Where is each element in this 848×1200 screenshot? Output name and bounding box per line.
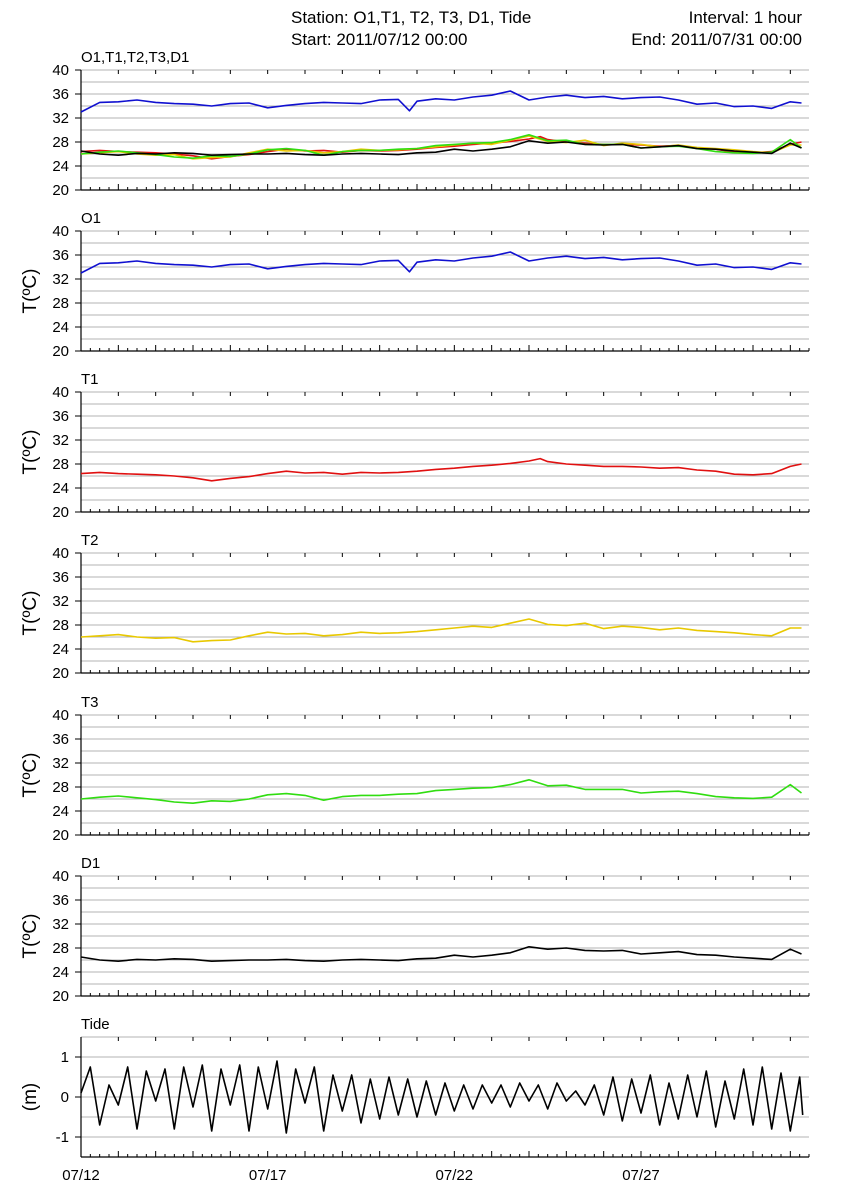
y-axis-label: T(ºC) [20, 914, 41, 959]
panel-t2: 20 24 28 32 36 40 T2 T(ºC) [20, 532, 810, 682]
panel-title: T1 [81, 371, 99, 388]
y-tick-label: 40 [52, 62, 69, 79]
y-tick-label: 40 [52, 545, 69, 562]
y-axis-label: (m) [20, 1083, 41, 1111]
series-line [80, 618, 802, 643]
y-tick-label: 28 [52, 295, 69, 312]
y-tick-label: 32 [52, 593, 69, 610]
y-tick-label: 28 [52, 940, 69, 957]
header-end: End: 2011/07/31 00:00 [631, 30, 802, 49]
series-line [80, 140, 802, 156]
y-tick-label: -1 [56, 1129, 69, 1146]
y-tick-label: 36 [52, 731, 69, 748]
header-station: Station: O1,T1, T2, T3, D1, Tide [291, 8, 532, 27]
y-tick-label: 20 [52, 665, 69, 682]
series-line [80, 1060, 804, 1134]
y-tick-label: 36 [52, 247, 69, 264]
y-axis-label: T(ºC) [20, 591, 41, 636]
panel-title: O1 [81, 210, 101, 227]
y-tick-label: 36 [52, 892, 69, 909]
panel-tide: -1 0 1 Tide (m) 07/12 07/17 07/22 07/27 [20, 1016, 810, 1184]
panel-t1: 20 24 28 32 36 40 T1 T(ºC) [20, 371, 810, 521]
panel-o1: 20 24 28 32 36 40 O1 T(ºC) [20, 210, 810, 360]
y-tick-label: 28 [52, 456, 69, 473]
series-line [80, 251, 802, 274]
y-tick-label: 40 [52, 868, 69, 885]
x-tick-label: 07/27 [622, 1167, 660, 1184]
x-tick-label: 07/22 [436, 1167, 474, 1184]
x-tick-label: 07/17 [249, 1167, 287, 1184]
y-tick-label: 36 [52, 569, 69, 586]
series-line [80, 457, 802, 482]
series-line [80, 135, 802, 160]
panel-title: T2 [81, 532, 99, 549]
y-tick-label: 28 [52, 134, 69, 151]
x-tick-label: 07/12 [62, 1167, 100, 1184]
panel-t3: 20 24 28 32 36 40 T3 T(ºC) [20, 694, 810, 844]
y-tick-label: 20 [52, 827, 69, 844]
y-tick-label: 40 [52, 707, 69, 724]
panel-title: Tide [81, 1016, 110, 1033]
y-tick-label: 24 [52, 480, 69, 497]
header-interval: Interval: 1 hour [688, 8, 802, 27]
panel-title: D1 [81, 855, 100, 872]
y-tick-label: 36 [52, 408, 69, 425]
y-tick-label: 40 [52, 223, 69, 240]
y-tick-label: 32 [52, 755, 69, 772]
y-tick-label: 32 [52, 271, 69, 288]
header-start: Start: 2011/07/12 00:00 [291, 30, 468, 49]
y-tick-label: 28 [52, 617, 69, 634]
y-tick-label: 24 [52, 803, 69, 820]
y-axis-label: T(ºC) [20, 430, 41, 475]
y-tick-label: 20 [52, 988, 69, 1005]
y-tick-label: 32 [52, 916, 69, 933]
panel-d1: 20 24 28 32 36 40 D1 T(ºC) [20, 855, 810, 1005]
y-tick-label: 32 [52, 432, 69, 449]
y-tick-label: 20 [52, 182, 69, 199]
panel-title: O1,T1,T2,T3,D1 [81, 49, 189, 66]
series-line [80, 778, 802, 805]
series-line [80, 945, 802, 963]
y-axis-label: T(ºC) [20, 269, 41, 314]
y-tick-label: 24 [52, 964, 69, 981]
y-tick-label: 20 [52, 504, 69, 521]
y-tick-label: 24 [52, 158, 69, 175]
y-tick-label: 0 [61, 1089, 69, 1106]
series-line [80, 90, 802, 113]
y-tick-label: 20 [52, 343, 69, 360]
y-tick-label: 24 [52, 641, 69, 658]
y-tick-label: 1 [61, 1049, 69, 1066]
y-tick-label: 36 [52, 86, 69, 103]
panel-o1-t1-t2-t3-d1: 20 24 28 32 36 40 O1,T1,T2,T3,D1 [52, 49, 810, 199]
y-tick-label: 32 [52, 110, 69, 127]
y-axis-label: T(ºC) [20, 753, 41, 798]
y-tick-label: 40 [52, 384, 69, 401]
y-tick-label: 24 [52, 319, 69, 336]
panel-title: T3 [81, 694, 99, 711]
y-tick-label: 28 [52, 779, 69, 796]
